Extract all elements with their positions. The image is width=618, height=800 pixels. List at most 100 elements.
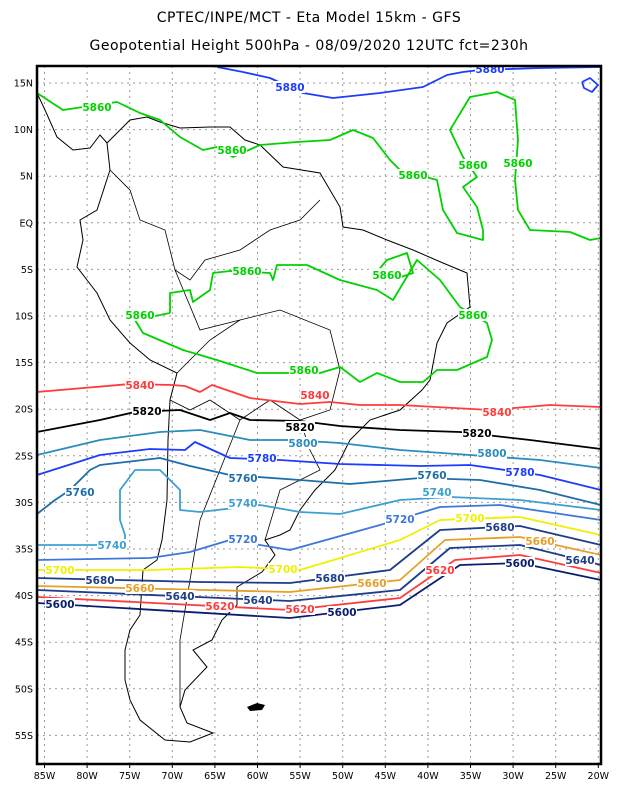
contour-label-bg [285,603,315,615]
contour-label-bg [482,406,512,418]
contour-5740 [37,469,602,546]
contour-label-bg [45,564,75,576]
lon-tick-label: 45W [375,771,397,782]
contour-label-bg [125,582,155,594]
contour-label-bg [247,452,277,464]
south-america-coastline [36,92,471,743]
contour-label-5740: 5740 [228,498,257,510]
contour-label-bg [503,157,533,169]
contour-label-bg [372,269,402,281]
contour-label-5860: 5860 [82,102,111,114]
lat-tick-label: 10N [14,125,33,136]
contour-label-bg [268,563,298,575]
contour-label-bg [315,572,345,584]
lon-tick-label: 65W [204,771,226,782]
contour-label-bg [525,535,555,547]
contour-label-bg [125,309,155,321]
contour-label-5840: 5840 [482,407,511,419]
contour-label-5780: 5780 [505,467,534,479]
contour-label-5860: 5860 [458,160,487,172]
contour-label-5760: 5760 [228,473,257,485]
contour-5840 [36,383,602,411]
contour-label-5760: 5760 [65,487,94,499]
contour-label-5860: 5860 [125,310,154,322]
contour-label-bg [485,521,515,533]
contour-label-bg [505,466,535,478]
contour-label-5740: 5740 [422,487,451,499]
lat-tick-label: 5S [21,265,33,276]
contour-label-bg [458,159,488,171]
contour-label-5700: 5700 [45,565,74,577]
contour-label-5700: 5700 [268,564,297,576]
contour-5860 [134,259,493,383]
lat-tick-label: 15N [14,79,33,90]
lon-tick-label: 30W [502,771,524,782]
contour-label-bg [228,472,258,484]
title-line-1: CPTEC/INPE/MCT - Eta Model 15km - GFS [157,10,461,26]
grid-lines [37,66,601,764]
contour-label-5840: 5840 [125,380,154,392]
lon-tick-label: 40W [417,771,439,782]
contour-label-bg [357,577,387,589]
contour-label-5820: 5820 [132,406,161,418]
contour-label-5860: 5860 [289,365,318,377]
contour-label-5860: 5860 [217,145,246,157]
lat-tick-label: 15S [15,358,33,369]
lon-tick-label: 80W [76,771,98,782]
contour-label-5860: 5860 [232,266,261,278]
lon-tick-label: 85W [34,771,56,782]
contour-label-bg [398,169,428,181]
contour-label-bg [65,486,95,498]
contour-label-5660: 5660 [357,578,386,590]
coastline [36,92,471,743]
contour-label-bg [228,533,258,545]
contour-label-bg [462,427,492,439]
contour-label-bg [228,497,258,509]
contour-label-5640: 5640 [243,595,272,607]
contour-label-bg [425,564,455,576]
lat-tick-label: EQ [20,218,33,229]
contour-label-5760: 5760 [417,470,446,482]
contour-5720 [36,504,602,561]
contour-label-bg [477,447,507,459]
contour-label-5640: 5640 [165,591,194,603]
axis-ticks: 85W 80W 75W 70W 65W 60W 55W 50W 45W 40W 35W 30W 25W 2… [14,79,610,783]
contour-label-5860: 5860 [503,158,532,170]
contour-5600 [36,562,602,619]
contour-label-5800: 5800 [477,448,506,460]
contour-label-bg [82,101,112,113]
contour-label-5700: 5700 [455,513,484,525]
lat-tick-label: 10S [15,312,33,323]
contour-label-bg [417,469,447,481]
title-line-2: Geopotential Height 500hPa - 08/09/2020 … [89,38,528,54]
lon-tick-label: 55W [289,771,311,782]
contour-5680 [36,525,602,584]
lat-tick-label: 5N [20,172,33,183]
contour-5880 [581,77,599,93]
contour-5700 [37,516,602,571]
contour-label-bg [422,486,452,498]
contour-label-bg [300,389,330,401]
contour-label-bg [285,421,315,433]
contour-label-5620: 5620 [285,604,314,616]
contour-label-5860: 5860 [398,170,427,182]
contour-label-bg [505,557,535,569]
contour-label-bg [125,379,155,391]
lon-tick-label: 70W [162,771,184,782]
lat-tick-label: 25S [15,451,33,462]
contour-label-bg [45,598,75,610]
contour-label-bg [288,437,318,449]
contour-label-bg [97,539,127,551]
lat-tick-label: 50S [15,684,33,695]
contour-5860 [379,252,414,279]
lat-tick-label: 35S [15,545,33,556]
contour-label-5720: 5720 [228,534,257,546]
contour-label-5880: 5880 [275,82,304,94]
contour-label-bg [205,600,235,612]
contour-label-5680: 5680 [315,573,344,585]
lon-tick-label: 75W [119,771,141,782]
contour-label-bg [385,513,415,525]
contour-label-bg [232,265,262,277]
